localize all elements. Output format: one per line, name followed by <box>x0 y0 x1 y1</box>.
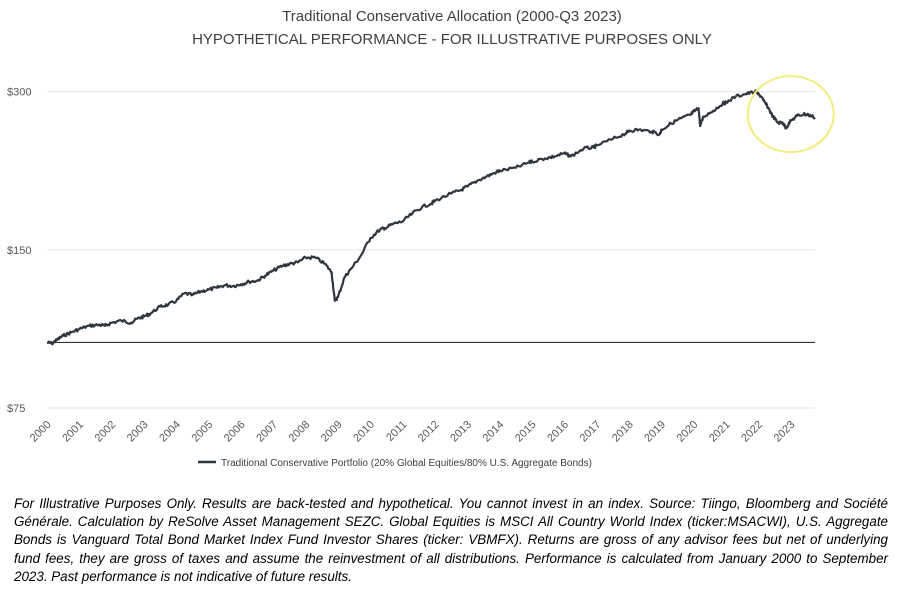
series-line <box>46 89 816 346</box>
y-tick-label: $300 <box>7 87 31 99</box>
x-tick-label: 2007 <box>254 419 280 445</box>
y-axis-ticks: $75 $150 $300 <box>7 87 31 415</box>
x-tick-label: 2023 <box>772 419 798 445</box>
x-tick-label: 2006 <box>222 419 248 445</box>
x-tick-label: 2019 <box>642 419 668 445</box>
x-tick-label: 2018 <box>610 419 636 445</box>
x-tick-label: 2002 <box>93 419 119 445</box>
y-tick-label: $75 <box>7 403 25 415</box>
gridlines <box>47 91 815 409</box>
y-tick-label: $150 <box>7 245 31 257</box>
x-tick-label: 2010 <box>351 419 377 445</box>
legend-label: Traditional Conservative Portfolio (20% … <box>221 458 592 469</box>
highlight-group <box>746 75 835 154</box>
chart-title: Traditional Conservative Allocation (200… <box>282 8 622 25</box>
x-tick-label: 2011 <box>384 419 409 444</box>
x-tick-label: 2022 <box>739 419 765 445</box>
x-tick-label: 2012 <box>416 419 442 445</box>
x-axis-ticks: 2000 2001 2002 2003 2004 2005 2006 2007 2008 2009… <box>28 419 798 445</box>
x-tick-label: 2003 <box>125 419 151 445</box>
x-tick-label: 2014 <box>481 419 507 445</box>
x-tick-label: 2008 <box>287 419 313 445</box>
line-chart: $75 $150 $300 2000 2001 2002 2003 2004 2005 2006… <box>7 75 835 469</box>
chart-subtitle: HYPOTHETICAL PERFORMANCE - FOR ILLUSTRAT… <box>192 31 712 48</box>
highlight-circle <box>746 75 835 154</box>
x-tick-label: 2013 <box>448 419 474 445</box>
x-tick-label: 2001 <box>60 419 86 445</box>
x-tick-label: 2000 <box>28 419 54 445</box>
x-tick-label: 2020 <box>675 419 701 445</box>
x-tick-label: 2017 <box>578 419 604 445</box>
series-group <box>46 89 816 346</box>
footnote: For Illustrative Purposes Only. Results … <box>14 496 888 584</box>
x-tick-label: 2004 <box>157 419 183 445</box>
x-tick-label: 2021 <box>707 419 733 445</box>
x-tick-label: 2009 <box>319 419 345 445</box>
x-tick-label: 2005 <box>190 419 216 445</box>
x-tick-label: 2016 <box>545 419 571 445</box>
x-tick-label: 2015 <box>513 419 539 445</box>
legend: Traditional Conservative Portfolio (20% … <box>198 458 592 469</box>
